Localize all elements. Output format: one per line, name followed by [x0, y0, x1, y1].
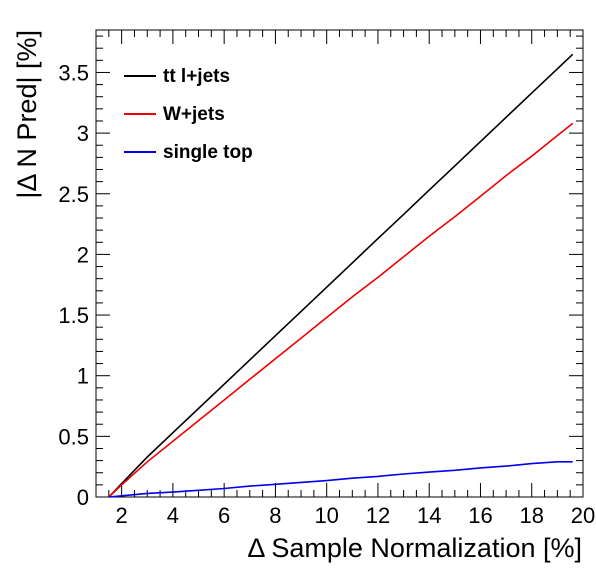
legend-label-single-top: single top: [163, 142, 253, 163]
legend-label-ttbar: tt l+jets: [163, 66, 230, 87]
series-lines: [108, 53, 574, 498]
series-line-wjets: [108, 122, 574, 498]
y-tick-label: 2.5: [58, 182, 89, 207]
series-line-ttbar: [108, 53, 574, 498]
legend-label-wjets: W+jets: [163, 104, 225, 125]
legend: tt l+jets W+jets single top: [124, 66, 253, 163]
x-tick-label: 10: [314, 503, 338, 528]
y-tick-label: 3.5: [58, 60, 89, 85]
x-tick-label: 16: [468, 503, 492, 528]
axis-ticks: [96, 30, 584, 498]
y-tick-label: 2: [77, 242, 89, 267]
y-axis-title: |Δ N Pred| [%]: [12, 30, 42, 199]
x-tick-label: 8: [269, 503, 281, 528]
y-tick-label: 3: [77, 121, 89, 146]
y-tick-label: 0: [77, 485, 89, 510]
x-axis-title: Δ Sample Normalization [%]: [247, 533, 582, 563]
y-tick-label: 1.5: [58, 303, 89, 328]
y-tick-label: 1: [77, 364, 89, 389]
x-tick-labels: 2 4 6 8 10 12 14 16 18 20: [116, 503, 596, 528]
x-tick-label: 6: [218, 503, 230, 528]
x-tick-label: 20: [571, 503, 595, 528]
x-tick-label: 4: [167, 503, 179, 528]
series-line-single-top: [108, 460, 573, 498]
y-tick-labels: 0 0.5 1 1.5 2 2.5 3 3.5: [58, 60, 89, 510]
y-tick-label: 0.5: [58, 424, 89, 449]
plot-frame: [95, 29, 584, 498]
x-tick-label: 18: [519, 503, 543, 528]
x-tick-label: 2: [116, 503, 128, 528]
x-tick-label: 12: [366, 503, 390, 528]
x-tick-label: 14: [417, 503, 441, 528]
